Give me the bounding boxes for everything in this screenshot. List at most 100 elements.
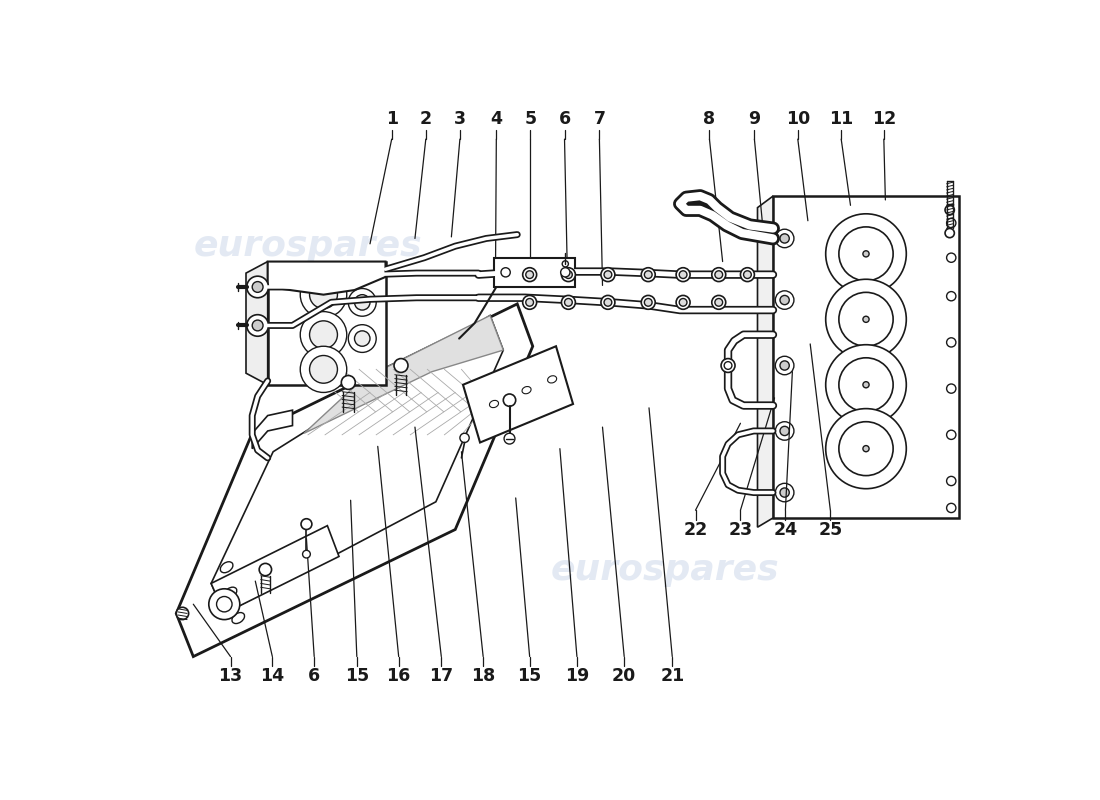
Text: 7: 7 bbox=[593, 110, 605, 128]
Circle shape bbox=[217, 597, 232, 612]
Circle shape bbox=[504, 394, 516, 406]
Circle shape bbox=[826, 279, 906, 359]
Text: 12: 12 bbox=[871, 110, 895, 128]
Circle shape bbox=[604, 270, 612, 278]
Text: 14: 14 bbox=[261, 667, 285, 686]
Text: 16: 16 bbox=[386, 667, 410, 686]
Circle shape bbox=[504, 434, 515, 444]
Polygon shape bbox=[304, 315, 504, 434]
Circle shape bbox=[947, 291, 956, 301]
Text: 3: 3 bbox=[454, 110, 466, 128]
Circle shape bbox=[209, 589, 240, 619]
Circle shape bbox=[645, 270, 652, 278]
Text: 6: 6 bbox=[308, 667, 320, 686]
Circle shape bbox=[839, 422, 893, 476]
Circle shape bbox=[780, 488, 790, 497]
Circle shape bbox=[522, 295, 537, 310]
Text: 4: 4 bbox=[491, 110, 503, 128]
Polygon shape bbox=[773, 196, 959, 518]
Ellipse shape bbox=[548, 376, 557, 383]
Circle shape bbox=[776, 291, 794, 310]
Polygon shape bbox=[246, 262, 267, 385]
Circle shape bbox=[947, 253, 956, 262]
Circle shape bbox=[947, 503, 956, 513]
Circle shape bbox=[776, 483, 794, 502]
Circle shape bbox=[252, 282, 263, 292]
Text: 5: 5 bbox=[525, 110, 537, 128]
Circle shape bbox=[641, 268, 656, 282]
Circle shape bbox=[740, 268, 755, 282]
Circle shape bbox=[176, 607, 189, 620]
Circle shape bbox=[500, 268, 510, 277]
Circle shape bbox=[526, 298, 534, 306]
Circle shape bbox=[712, 295, 726, 310]
Circle shape bbox=[394, 358, 408, 373]
Circle shape bbox=[947, 430, 956, 439]
Circle shape bbox=[679, 298, 688, 306]
Text: 10: 10 bbox=[785, 110, 810, 128]
Circle shape bbox=[715, 298, 723, 306]
Text: 6: 6 bbox=[559, 110, 571, 128]
Text: 18: 18 bbox=[471, 667, 495, 686]
Circle shape bbox=[776, 422, 794, 440]
Circle shape bbox=[862, 250, 869, 257]
Circle shape bbox=[354, 331, 370, 346]
Circle shape bbox=[526, 270, 534, 278]
Circle shape bbox=[724, 362, 732, 370]
Circle shape bbox=[564, 298, 572, 306]
Circle shape bbox=[676, 268, 690, 282]
Ellipse shape bbox=[224, 587, 236, 598]
Circle shape bbox=[522, 268, 537, 282]
Text: 15: 15 bbox=[517, 667, 542, 686]
Circle shape bbox=[564, 270, 572, 278]
Circle shape bbox=[945, 206, 955, 214]
Polygon shape bbox=[758, 196, 773, 527]
Circle shape bbox=[862, 382, 869, 388]
Circle shape bbox=[562, 261, 569, 267]
Ellipse shape bbox=[220, 562, 233, 573]
Text: 2: 2 bbox=[420, 110, 432, 128]
Circle shape bbox=[349, 289, 376, 316]
Circle shape bbox=[561, 268, 575, 282]
Circle shape bbox=[780, 295, 790, 305]
Circle shape bbox=[460, 434, 470, 442]
Text: 8: 8 bbox=[703, 110, 715, 128]
Circle shape bbox=[862, 316, 869, 322]
Circle shape bbox=[252, 320, 263, 331]
Circle shape bbox=[601, 295, 615, 310]
Circle shape bbox=[309, 281, 338, 309]
Polygon shape bbox=[267, 262, 385, 294]
Polygon shape bbox=[211, 526, 339, 614]
Circle shape bbox=[302, 550, 310, 558]
Circle shape bbox=[712, 268, 726, 282]
Ellipse shape bbox=[522, 386, 531, 394]
Circle shape bbox=[776, 356, 794, 374]
Text: 24: 24 bbox=[773, 521, 798, 539]
Text: 13: 13 bbox=[219, 667, 243, 686]
Text: 19: 19 bbox=[564, 667, 590, 686]
Circle shape bbox=[300, 311, 346, 358]
Circle shape bbox=[301, 518, 312, 530]
Circle shape bbox=[780, 426, 790, 435]
Circle shape bbox=[780, 234, 790, 243]
Circle shape bbox=[260, 563, 272, 576]
Circle shape bbox=[776, 230, 794, 248]
Text: 25: 25 bbox=[818, 521, 843, 539]
Circle shape bbox=[604, 298, 612, 306]
Circle shape bbox=[947, 476, 956, 486]
Circle shape bbox=[826, 409, 906, 489]
Circle shape bbox=[826, 214, 906, 294]
Text: 21: 21 bbox=[660, 667, 684, 686]
Polygon shape bbox=[267, 262, 385, 385]
Ellipse shape bbox=[490, 400, 498, 408]
Circle shape bbox=[309, 355, 338, 383]
Text: 1: 1 bbox=[386, 110, 398, 128]
Circle shape bbox=[826, 345, 906, 425]
Circle shape bbox=[341, 375, 355, 390]
Polygon shape bbox=[494, 258, 575, 287]
Circle shape bbox=[561, 268, 570, 277]
Circle shape bbox=[300, 346, 346, 393]
Polygon shape bbox=[211, 315, 504, 614]
Circle shape bbox=[641, 295, 656, 310]
Polygon shape bbox=[463, 346, 573, 442]
